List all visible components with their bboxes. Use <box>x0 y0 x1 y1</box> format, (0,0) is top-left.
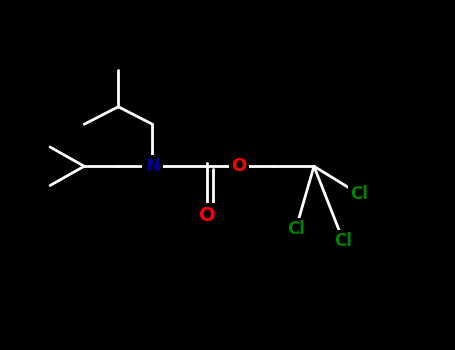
Text: Cl: Cl <box>350 185 369 203</box>
Text: N: N <box>145 157 160 175</box>
Text: Cl: Cl <box>334 232 353 251</box>
Text: O: O <box>199 206 215 225</box>
Text: O: O <box>231 157 247 175</box>
Text: Cl: Cl <box>287 220 305 238</box>
